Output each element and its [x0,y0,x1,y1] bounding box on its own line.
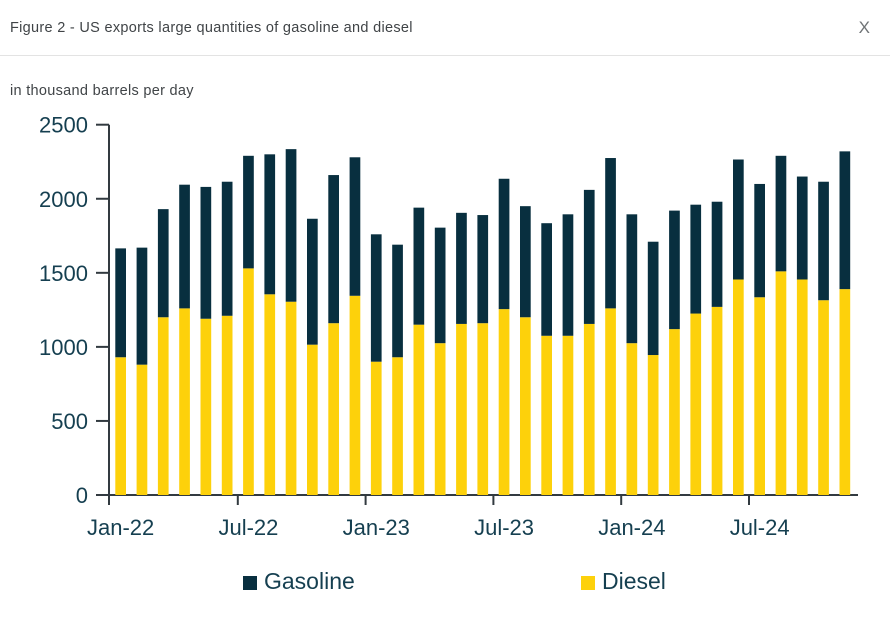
diesel-bar-segment [562,335,574,495]
diesel-bar-segment [179,308,190,495]
diesel-bar-segment [690,313,702,495]
diesel-bar-segment [456,323,467,495]
gasoline-bar-segment [477,215,489,324]
diesel-bar-segment [647,355,659,495]
gasoline-bar-segment [370,234,382,362]
gasoline-bar-segment [243,155,254,269]
diesel-bar-segment [243,268,254,495]
gasoline-bar-segment [498,178,510,310]
chart-legend: Gasoline Diesel [0,568,890,598]
y-tick-label: 500 [51,409,88,434]
gasoline-bar-segment [583,189,595,324]
diesel-bar-segment [285,301,297,495]
gasoline-bar-segment [711,201,723,307]
diesel-bar-segment [583,323,595,495]
gasoline-bar-segment [647,241,659,356]
diesel-bar-segment [221,315,233,495]
gasoline-bar-segment [200,186,212,319]
stacked-bar-chart: 0 500 1000 1500 2000 2500 Jan-22 Jul-22 Jan-23 Ju… [39,113,858,540]
diesel-bar-segment [626,343,638,495]
gasoline-bar-segment [626,214,638,344]
gasoline-bar-segment [413,207,425,325]
x-tick-label: Jan-24 [598,515,665,540]
x-tick-label: Jul-23 [474,515,534,540]
diesel-bar-segment [370,361,382,495]
gasoline-bar-segment [733,159,744,280]
diesel-bar-segment [264,294,276,495]
figure-header: Figure 2 - US exports large quantities o… [0,0,890,56]
x-tick-label: Jan-23 [343,515,410,540]
x-tick-label: Jan-22 [87,515,154,540]
legend-item-gasoline: Gasoline [243,568,355,595]
gasoline-bar-segment [179,184,190,309]
gasoline-bar-segment [434,227,446,344]
x-tick-label: Jul-22 [218,515,278,540]
diesel-bar-segment [136,364,148,495]
diesel-bar-segment [115,357,126,495]
legend-label-diesel: Diesel [602,568,666,594]
y-tick-label: 2500 [39,113,88,138]
y-tick-label: 1000 [39,335,88,360]
diesel-bar-segment [733,279,744,495]
diesel-bar-segment [818,300,829,495]
diesel-bar-segment [413,324,425,495]
gasoline-bar-segment [136,247,148,365]
gasoline-bar-segment [690,204,702,314]
gasoline-bar-segment [796,176,808,280]
gasoline-bar-segment [285,149,297,302]
diesel-bar-segment [796,279,808,495]
close-button[interactable]: X [853,17,876,38]
gasoline-bar-segment [307,218,318,345]
figure-title: Figure 2 - US exports large quantities o… [10,19,413,36]
legend-item-diesel: Diesel [581,568,666,595]
gasoline-bar-segment [157,209,169,318]
diesel-bar-segment [328,323,339,495]
y-tick-label: 1500 [39,261,88,286]
gasoline-bar-segment [392,244,403,358]
diesel-bar-segment [711,306,723,495]
gasoline-bar-segment [754,183,765,298]
x-tick-label: Jul-24 [730,515,790,540]
diesel-bar-segment [477,323,489,495]
gasoline-bar-segment [520,206,531,318]
gasoline-bar-segment [221,181,233,316]
gasoline-swatch-icon [243,575,257,590]
gasoline-bar-segment [775,155,787,272]
diesel-bar-segment [434,343,446,495]
diesel-bar-segment [775,271,787,495]
diesel-bar-segment [200,318,212,495]
gasoline-bar-segment [264,154,276,295]
diesel-bar-segment [392,357,403,495]
gasoline-bar-segment [562,214,574,336]
diesel-bar-segment [754,297,765,495]
gasoline-bar-segment [605,158,616,309]
diesel-bar-segment [839,289,851,495]
y-tick-label: 0 [76,483,88,508]
gasoline-bar-segment [818,181,829,301]
diesel-bar-segment [157,317,169,495]
chart-units-label: in thousand barrels per day [10,83,194,99]
diesel-swatch-icon [581,575,595,590]
gasoline-bar-segment [115,248,126,358]
diesel-bar-segment [669,329,680,495]
diesel-bar-segment [520,317,531,495]
y-tick-label: 2000 [39,187,88,212]
gasoline-bar-segment [839,151,851,290]
gasoline-bar-segment [349,157,361,296]
legend-label-gasoline: Gasoline [264,568,355,594]
diesel-bar-segment [307,344,318,495]
gasoline-bar-segment [669,210,680,330]
gasoline-bar-segment [328,175,339,324]
diesel-bar-segment [349,295,361,495]
gasoline-bar-segment [541,223,552,336]
diesel-bar-segment [541,335,552,495]
diesel-bar-segment [498,309,510,495]
diesel-bar-segment [605,308,616,495]
gasoline-bar-segment [456,212,467,324]
